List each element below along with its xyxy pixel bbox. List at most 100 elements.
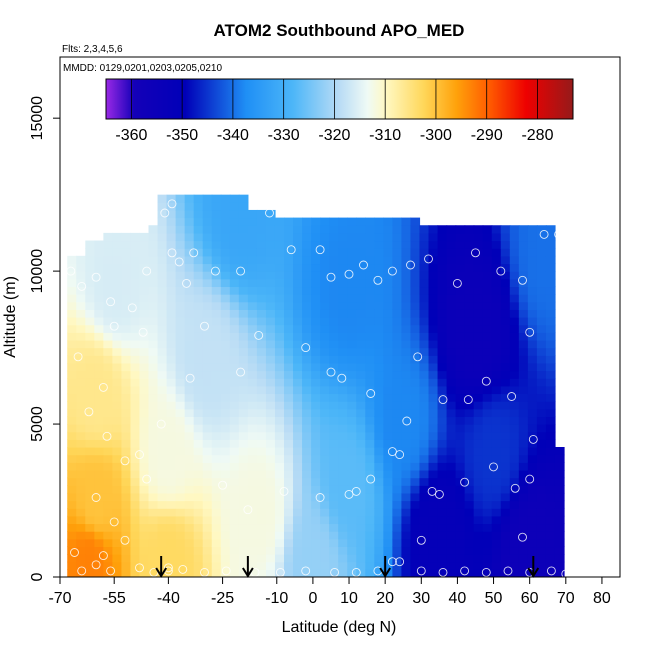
heatmap-cell [247,454,258,463]
heatmap-cell [374,225,384,234]
heatmap-cell [157,339,168,349]
heatmap-cell [545,278,556,288]
heatmap-cell [356,393,366,402]
heatmap-cell [338,225,348,234]
heatmap-cell [175,278,186,288]
heatmap-cell [157,332,168,341]
heatmap-cell [320,485,330,494]
heatmap-cell [302,225,312,234]
heatmap-cell [419,531,430,540]
heatmap-cell [112,454,123,463]
heatmap-cell [94,531,104,540]
heatmap-cell [500,538,511,548]
sample-point [395,557,405,567]
heatmap-cell [410,263,421,272]
heatmap-cell [202,515,213,525]
heatmap-cell [536,332,547,341]
heatmap-cell [347,294,357,303]
heatmap-cell [211,278,222,288]
heatmap-cell [184,554,195,563]
heatmap-cell [338,538,348,548]
heatmap-cell [464,408,475,418]
heatmap-cell [274,492,285,502]
heatmap-cell [536,523,547,532]
heatmap-cell [311,271,321,280]
heatmap-cell [157,271,168,280]
heatmap-cell [148,500,159,509]
heatmap-cell [247,485,258,494]
heatmap-cell [157,240,168,249]
heatmap-cell [67,286,77,295]
heatmap-cell [112,362,123,372]
heatmap-cell [455,424,466,433]
heatmap-cell [329,332,339,341]
heatmap-cell [320,531,330,540]
sample-point [406,260,415,270]
heatmap-cell [112,286,123,295]
heatmap-cell [374,263,384,272]
heatmap-cell [320,401,330,410]
heatmap-cell [130,416,141,425]
heatmap-cell [166,462,177,471]
heatmap-cell [247,255,258,265]
heatmap-cell [220,408,231,418]
heatmap-cell [446,569,457,577]
heatmap-cell [229,408,240,418]
heatmap-cell [166,271,177,280]
heatmap-cell [401,554,412,563]
heatmap-cell [94,401,104,410]
heatmap-cell [392,317,403,326]
heatmap-cell [238,447,249,456]
heatmap-cell [482,538,493,548]
heatmap-cell [121,339,132,349]
heatmap-cell [256,362,267,372]
heatmap-cell [274,232,285,242]
heatmap-cell [220,294,231,303]
heatmap-cell [356,332,366,341]
heatmap-cell [491,324,502,333]
heatmap-cell [148,462,159,471]
heatmap-cell [284,561,294,570]
heatmap-cell [121,416,132,425]
heatmap-cell [329,355,339,364]
heatmap-cell [229,447,240,456]
heatmap-cell [211,347,222,356]
heatmap-cell [184,202,195,211]
heatmap-cell [320,255,330,265]
heatmap-cell [103,317,113,326]
heatmap-cell [401,248,412,257]
sample-point [77,281,87,291]
heatmap-cell [536,569,547,577]
heatmap-cell [229,339,240,349]
heatmap-cell [94,462,104,471]
heatmap-cell [311,500,321,509]
heatmap-cell [491,416,502,425]
heatmap-cell [347,339,357,349]
heatmap-cell [311,439,321,448]
heatmap-cell [265,492,276,502]
heatmap-cell [193,263,204,272]
heatmap-cell [148,569,159,577]
heatmap-cell [473,263,484,272]
heatmap-cell [374,454,384,463]
heatmap-cell [365,431,375,440]
heatmap-cell [536,408,547,418]
heatmap-cell [193,523,204,532]
heatmap-cell [193,217,204,226]
heatmap-cell [536,424,547,433]
heatmap-cell [293,225,303,234]
heatmap-cell [121,439,132,448]
sample-point [156,419,166,429]
heatmap-cell [193,271,204,280]
heatmap-cell [229,232,240,242]
heatmap-cell [455,286,466,295]
heatmap-cell [67,355,77,364]
heatmap-cell [103,301,113,310]
heatmap-cell [491,515,502,525]
sample-point [98,551,108,561]
heatmap-cell [428,317,439,326]
heatmap-cell [464,317,475,326]
heatmap-cell [121,462,132,471]
heatmap-cell [157,531,168,540]
heatmap-cell [284,431,294,440]
